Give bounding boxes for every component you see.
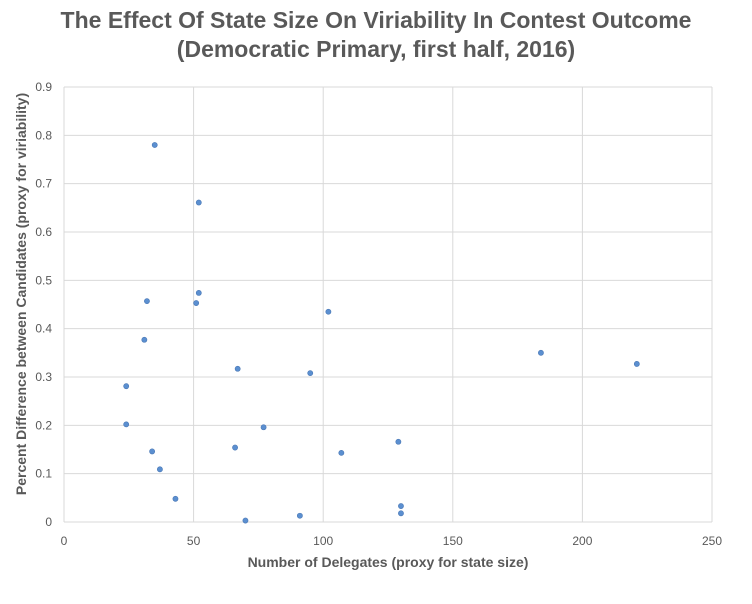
gridlines [63,86,713,523]
data-point [338,449,345,456]
data-point [123,383,130,390]
data-point [398,510,404,517]
data-point [195,199,202,206]
data-point [307,370,314,377]
y-axis-label: Percent Difference between Candidates (p… [13,93,29,495]
x-axis-label: Number of Delegates (proxy for state siz… [248,554,529,570]
y-tick-label: 0.6 [35,225,52,239]
y-tick-label: 0.1 [35,467,52,481]
y-axis-ticks: 0 0.1 0.2 0.3 0.4 0.5 0.6 0.7 0.8 0.9 [35,80,52,529]
y-tick-label: 0.4 [35,322,52,336]
y-tick-label: 0 [45,515,52,529]
data-point [195,289,202,296]
data-point [242,517,249,524]
x-tick-label: 100 [313,534,333,548]
data-point [260,424,267,431]
y-tick-label: 0.8 [35,128,52,142]
y-tick-label: 0.3 [35,370,52,384]
data-point [633,361,640,367]
data-point [172,495,179,502]
data-point [157,466,163,473]
data-point [398,503,404,509]
chart-title-line-2: (Democratic Primary, first half, 2016) [176,36,576,62]
data-point [193,300,200,306]
x-tick-label: 200 [572,534,592,548]
y-tick-label: 0.2 [35,418,52,432]
y-tick-label: 0.7 [35,177,52,191]
x-axis-ticks: 0 50 100 150 200 250 [61,534,723,548]
data-point [149,448,156,455]
data-point [144,298,150,305]
data-point [151,142,158,148]
chart-title-line-1: The Effect Of State Size On Viriability … [60,7,692,33]
data-point [538,349,544,356]
data-point [296,512,303,519]
data-point [325,308,332,315]
x-tick-label: 0 [61,534,68,548]
data-point [234,365,241,372]
y-tick-label: 0.5 [35,273,52,287]
x-tick-label: 250 [702,534,722,548]
data-point [395,438,402,445]
data-point [232,444,238,451]
x-tick-label: 50 [187,534,201,548]
data-point [123,421,130,428]
data-point [141,336,148,343]
data-points [123,142,640,524]
x-tick-label: 150 [443,534,463,548]
y-tick-label: 0.9 [35,80,52,94]
